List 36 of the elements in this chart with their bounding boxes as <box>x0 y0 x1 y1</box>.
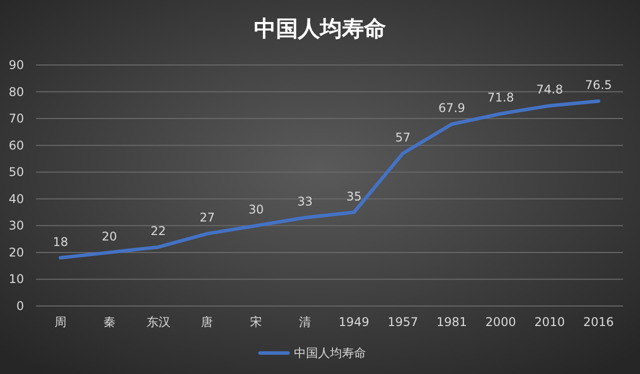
x-tick-label: 秦 <box>103 315 116 329</box>
data-label: 76.5 <box>585 78 612 92</box>
data-label: 20 <box>102 229 118 244</box>
x-tick-label: 2000 <box>485 315 516 329</box>
data-label: 30 <box>248 202 264 217</box>
x-tick-label: 2010 <box>534 315 565 329</box>
x-tick-label: 1981 <box>436 315 468 329</box>
legend-label: 中国人均寿命 <box>294 346 366 360</box>
x-tick-label: 唐 <box>201 315 214 329</box>
data-label: 22 <box>150 224 166 238</box>
x-tick-label: 1957 <box>388 315 418 329</box>
x-tick-label: 周 <box>54 315 66 329</box>
data-label: 35 <box>346 189 362 204</box>
y-tick-label: 20 <box>8 245 24 260</box>
x-tick-label: 宋 <box>250 315 262 329</box>
data-label: 57 <box>395 130 411 144</box>
y-tick-label: 70 <box>8 112 24 126</box>
y-tick-label: 30 <box>8 218 24 233</box>
data-label: 27 <box>200 210 215 225</box>
y-tick-label: 50 <box>8 165 24 180</box>
data-label: 33 <box>297 194 313 209</box>
data-label: 71.8 <box>487 90 514 105</box>
y-tick-label: 90 <box>8 58 24 72</box>
chart-title: 中国人均寿命 <box>254 17 386 42</box>
y-tick-label: 10 <box>8 272 24 286</box>
x-tick-label: 东汉 <box>146 315 170 329</box>
y-tick-label: 60 <box>8 138 24 152</box>
data-label: 67.9 <box>438 101 466 116</box>
y-tick-label: 80 <box>8 84 24 99</box>
data-label: 18 <box>52 234 68 249</box>
x-tick-label: 清 <box>299 315 312 329</box>
data-label: 74.8 <box>536 82 563 97</box>
y-tick-label: 0 <box>16 299 24 313</box>
x-tick-label: 2016 <box>583 315 614 329</box>
x-tick-label: 1949 <box>338 315 370 329</box>
y-tick-label: 40 <box>8 192 24 206</box>
